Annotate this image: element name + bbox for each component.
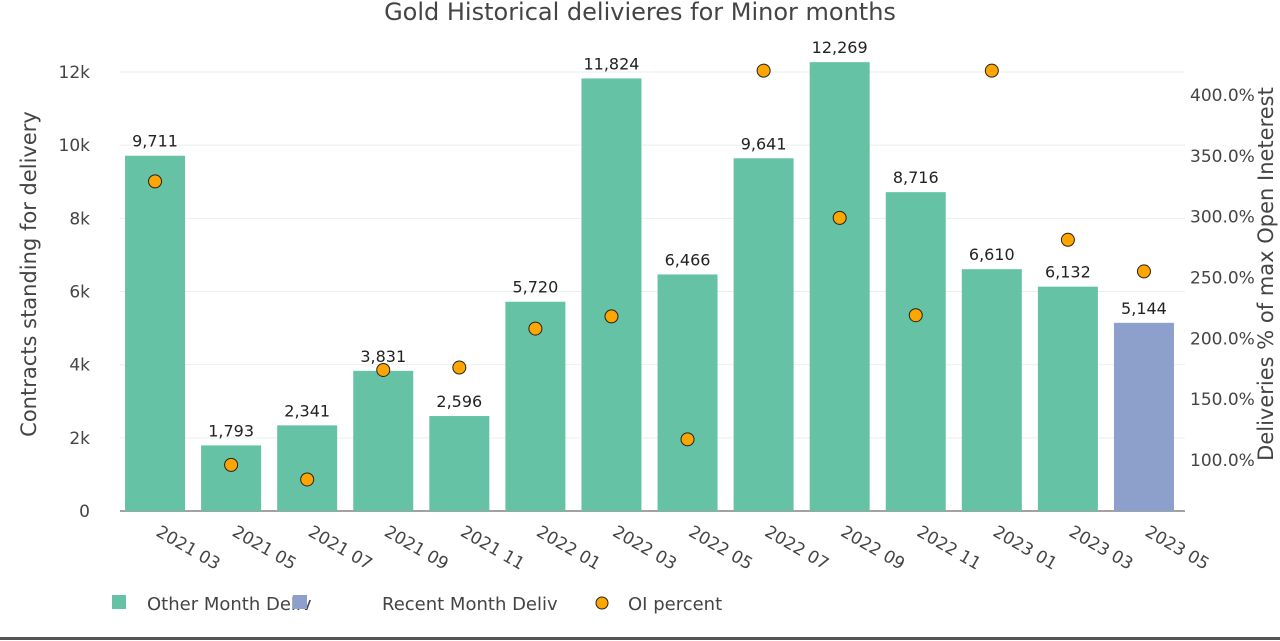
x-tick-label: 2021 07 [305, 522, 376, 574]
bar[interactable] [961, 269, 1022, 511]
y-tick-label: 4k [69, 356, 90, 376]
y-tick-label: 10k [59, 136, 91, 156]
bar-value-label: 5,144 [1121, 299, 1167, 318]
oi-points [148, 63, 1151, 487]
bottom-divider [0, 637, 1280, 640]
bar-value-label: 6,132 [1045, 263, 1091, 282]
legend-swatch-other [112, 595, 126, 609]
bar-value-label: 2,341 [284, 401, 330, 420]
oi-point[interactable] [832, 210, 847, 225]
y-tick-label: 6k [69, 283, 90, 303]
bar-value-label: 3,831 [360, 347, 406, 366]
x-tick-label: 2023 03 [1065, 522, 1136, 574]
x-tick-label: 2021 09 [381, 522, 452, 574]
x-tick-label: 2021 11 [457, 522, 528, 574]
x-tick-label: 2022 11 [913, 522, 984, 574]
y2-tick-label: 100.0% [1190, 451, 1255, 471]
oi-point[interactable] [984, 63, 999, 78]
oi-point[interactable] [148, 174, 163, 189]
x-tick-label: 2021 03 [153, 522, 224, 574]
x-tick-label: 2022 03 [609, 522, 680, 574]
y2-tick-label: 150.0% [1190, 390, 1255, 410]
bar[interactable] [1113, 322, 1174, 511]
legend-label-recent: Recent Month Deliv [382, 594, 558, 615]
x-tick-label: 2021 05 [229, 522, 300, 574]
oi-point[interactable] [604, 309, 619, 324]
x-tick-label: 2022 09 [837, 522, 908, 574]
y2-tick-label: 400.0% [1190, 86, 1255, 106]
oi-point[interactable] [452, 360, 467, 375]
bar[interactable] [201, 445, 262, 511]
oi-point[interactable] [756, 63, 771, 78]
y2-tick-label: 350.0% [1190, 147, 1255, 167]
bar[interactable] [505, 301, 566, 511]
bars [125, 62, 1174, 512]
oi-point[interactable] [528, 321, 543, 336]
bar-value-label: 2,596 [436, 392, 482, 411]
y-tick-label: 2k [69, 429, 90, 449]
legend-label-other: Other Month Deliv [147, 594, 312, 615]
bar-value-label: 9,641 [741, 134, 787, 153]
oi-point[interactable] [680, 432, 695, 447]
x-tick-label: 2023 05 [1141, 522, 1212, 574]
legend: Other Month Deliv Recent Month Deliv OI … [112, 594, 722, 615]
legend-marker-oi [595, 596, 609, 610]
chart-title: Gold Historical delivieres for Minor mon… [384, 0, 896, 26]
oi-point[interactable] [908, 308, 923, 323]
bar[interactable] [353, 370, 414, 511]
oi-point[interactable] [376, 362, 391, 377]
y-tick-label: 8k [69, 209, 90, 229]
bar[interactable] [657, 274, 718, 511]
bar[interactable] [277, 425, 338, 511]
x-tick-label: 2023 01 [989, 522, 1060, 574]
bar-value-label: 12,269 [812, 38, 868, 57]
legend-item-other[interactable]: Other Month Deliv [112, 594, 312, 615]
bar-value-label: 5,720 [512, 278, 558, 297]
bar[interactable] [1037, 286, 1098, 511]
x-tick-label: 2022 05 [685, 522, 756, 574]
y2-tick-label: 250.0% [1190, 269, 1255, 289]
bar[interactable] [885, 192, 946, 512]
bar-value-label: 6,610 [969, 245, 1015, 264]
bar-value-label: 8,716 [893, 168, 939, 187]
x-tick-label: 2022 07 [761, 522, 832, 574]
x-tick-label: 2022 01 [533, 522, 604, 574]
legend-label-oi: OI percent [628, 594, 722, 615]
bar-value-label: 1,793 [208, 421, 254, 440]
legend-item-oi[interactable]: OI percent [595, 594, 722, 615]
y2-tick-label: 300.0% [1190, 208, 1255, 228]
y-axis-title: Contracts standing for delivery [17, 111, 41, 437]
bar-value-label: 9,711 [132, 132, 178, 151]
bar-value-label: 6,466 [665, 250, 711, 269]
bar[interactable] [125, 155, 186, 511]
oi-point[interactable] [1136, 264, 1151, 279]
bar-value-label: 11,824 [583, 54, 639, 73]
y-tick-label: 12k [59, 63, 91, 83]
data-labels: 9,711 1,793 2,341 3,831 2,596 5,720 11,824 6,46… [132, 38, 1167, 440]
bar[interactable] [733, 158, 794, 511]
legend-item-recent[interactable]: Recent Month Deliv [293, 594, 558, 615]
oi-point[interactable] [1060, 232, 1075, 247]
y-tick-label: 0 [79, 502, 90, 522]
bar[interactable] [809, 62, 870, 511]
legend-swatch-recent [293, 595, 307, 609]
y2-axis-title: Deliveries % of max Open Ineterest [1254, 87, 1278, 461]
bar[interactable] [429, 416, 490, 511]
bar[interactable] [581, 78, 642, 512]
oi-point[interactable] [224, 457, 239, 472]
oi-point[interactable] [300, 472, 315, 487]
y2-tick-label: 200.0% [1190, 329, 1255, 349]
